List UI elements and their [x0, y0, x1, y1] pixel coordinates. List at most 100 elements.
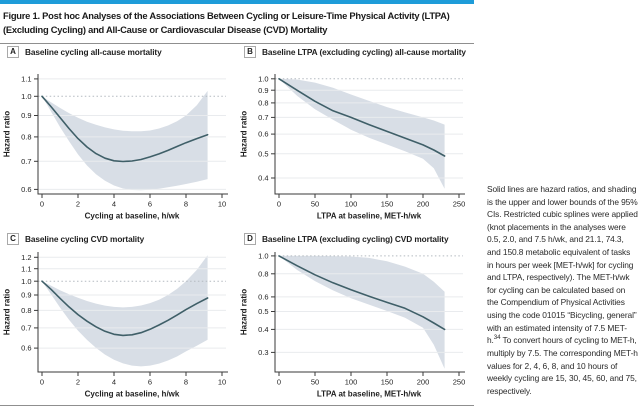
y-tick-labels: 1.2 1.1 1.0 0.9 0.8 0.7 0.6	[21, 253, 31, 353]
svg-text:0.5: 0.5	[258, 149, 268, 158]
hazard-ratio-curve	[41, 95, 209, 163]
caption-text-part2: To convert hours of cycling to MET-h, mu…	[487, 335, 638, 396]
panel-a-chart: 1.1 1.0 0.9 0.8 0.7 0.6 0 2 4 6 8 10 Cycling at base…	[3, 74, 228, 221]
svg-text:0.8: 0.8	[258, 99, 268, 108]
svg-text:10: 10	[218, 200, 226, 209]
svg-text:1.2: 1.2	[21, 253, 31, 262]
caption-reference-superscript: 34	[493, 334, 501, 342]
y-tick-labels: 1.1 1.0 0.9 0.8 0.7 0.6	[21, 75, 31, 194]
svg-text:100: 100	[345, 200, 358, 209]
bottom-rule	[0, 405, 474, 406]
svg-text:0.9: 0.9	[21, 111, 31, 120]
svg-text:0.4: 0.4	[258, 325, 268, 334]
y-axis-title: Hazard ratio	[240, 289, 249, 335]
y-axis-title: Hazard ratio	[3, 111, 12, 157]
svg-text:0.5: 0.5	[258, 307, 268, 316]
y-tick-labels: 1.0 0.8 0.6 0.5 0.4 0.3	[258, 252, 268, 358]
panel-c-letter-badge: C	[7, 232, 19, 245]
svg-text:0.6: 0.6	[258, 292, 268, 301]
panel-a-title: Baseline cycling all-cause mortality	[25, 46, 162, 57]
panel-a: A Baseline cycling all-cause mortality 1…	[0, 42, 237, 223]
panel-b-letter-badge: B	[244, 45, 256, 58]
panel-grid: A Baseline cycling all-cause mortality 1…	[0, 42, 474, 400]
svg-text:1.0: 1.0	[258, 74, 268, 83]
y-axis-title: Hazard ratio	[240, 111, 249, 157]
caption-text-part1: Solid lines are hazard ratios, and shadi…	[487, 184, 638, 346]
x-tick-labels: 0 50 100 150 200 250	[277, 200, 465, 209]
panel-b-chart: 1.0 0.9 0.8 0.7 0.6 0.5 0.4 0 50 100 150 200 250 LTPA…	[240, 74, 465, 221]
figure-caption: Solid lines are hazard ratios, and shadi…	[487, 183, 638, 397]
svg-text:4: 4	[112, 378, 116, 387]
panel-d-chart: 1.0 0.8 0.6 0.5 0.4 0.3 0 50 100 150 200 250 LTPA at…	[240, 252, 466, 399]
svg-text:1.1: 1.1	[21, 75, 31, 84]
panel-b-header: B Baseline LTPA (excluding cycling) all-…	[244, 45, 474, 58]
svg-text:0.8: 0.8	[21, 306, 31, 315]
svg-text:0.6: 0.6	[21, 344, 31, 353]
svg-text:0.9: 0.9	[21, 291, 31, 300]
svg-text:200: 200	[417, 200, 430, 209]
top-accent-bar	[0, 0, 474, 4]
x-axis-title: Cycling at baseline, h/wk	[85, 212, 180, 221]
gridlines	[275, 273, 463, 353]
svg-text:0.8: 0.8	[258, 269, 268, 278]
y-axis-title: Hazard ratio	[3, 289, 12, 335]
svg-text:10: 10	[218, 378, 226, 387]
axes	[37, 74, 228, 195]
svg-text:1.1: 1.1	[21, 264, 31, 273]
svg-text:150: 150	[381, 378, 394, 387]
svg-text:6: 6	[148, 378, 152, 387]
confidence-band	[42, 90, 208, 191]
svg-text:0: 0	[40, 200, 44, 209]
svg-text:50: 50	[311, 378, 319, 387]
svg-text:0.6: 0.6	[258, 130, 268, 139]
svg-text:6: 6	[148, 200, 152, 209]
tick-marks	[271, 255, 460, 376]
svg-text:50: 50	[311, 200, 319, 209]
svg-text:4: 4	[112, 200, 116, 209]
axes	[274, 74, 465, 195]
panel-d: D Baseline LTPA (excluding cycling) CVD …	[237, 229, 474, 400]
tick-marks	[34, 256, 223, 376]
axes	[37, 252, 228, 373]
panel-c-header: C Baseline cycling CVD mortality	[7, 232, 237, 245]
gridlines	[38, 256, 226, 349]
axes	[274, 252, 465, 373]
panel-d-title: Baseline LTPA (excluding cycling) CVD mo…	[262, 233, 449, 244]
svg-text:1.0: 1.0	[21, 92, 31, 101]
svg-text:1.0: 1.0	[258, 252, 268, 261]
x-tick-labels: 0 2 4 6 8 10	[40, 378, 226, 387]
svg-text:0.8: 0.8	[21, 133, 31, 142]
panel-b-title: Baseline LTPA (excluding cycling) all-ca…	[262, 46, 466, 57]
x-axis-title: LTPA at baseline, MET-h/wk	[317, 212, 422, 221]
svg-text:250: 250	[453, 378, 466, 387]
hazard-ratio-curve	[278, 255, 446, 331]
svg-text:1.0: 1.0	[21, 277, 31, 286]
confidence-band	[279, 255, 445, 369]
svg-text:0: 0	[40, 378, 44, 387]
svg-text:150: 150	[381, 200, 394, 209]
figure-column: Figure 1. Post hoc Analyses of the Assoc…	[0, 0, 474, 44]
svg-text:2: 2	[76, 378, 80, 387]
panel-d-header: D Baseline LTPA (excluding cycling) CVD …	[244, 232, 474, 245]
panel-c: C Baseline cycling CVD mortality 1.2 1.1 1…	[0, 229, 237, 400]
hazard-ratio-curve	[278, 78, 446, 157]
svg-text:2: 2	[76, 200, 80, 209]
svg-text:0.7: 0.7	[21, 324, 31, 333]
panel-a-letter-badge: A	[7, 45, 19, 58]
svg-text:200: 200	[417, 378, 430, 387]
panel-b: B Baseline LTPA (excluding cycling) all-…	[237, 42, 474, 223]
x-tick-labels: 0 2 4 6 8 10	[40, 200, 226, 209]
svg-text:8: 8	[184, 378, 188, 387]
svg-text:0.3: 0.3	[258, 348, 268, 357]
x-axis-title: Cycling at baseline, h/wk	[85, 390, 180, 399]
tick-marks	[34, 78, 223, 198]
svg-text:0.9: 0.9	[258, 86, 268, 95]
figure-title: Figure 1. Post hoc Analyses of the Assoc…	[0, 4, 474, 44]
panel-c-chart: 1.2 1.1 1.0 0.9 0.8 0.7 0.6 0 2 4 6 8 10 Cycling at b…	[3, 252, 228, 399]
gridlines	[275, 89, 463, 179]
y-tick-labels: 1.0 0.9 0.8 0.7 0.6 0.5 0.4	[258, 74, 268, 182]
svg-text:8: 8	[184, 200, 188, 209]
x-axis-title: LTPA at baseline, MET-h/wk	[317, 390, 422, 399]
svg-text:0.4: 0.4	[258, 174, 268, 183]
